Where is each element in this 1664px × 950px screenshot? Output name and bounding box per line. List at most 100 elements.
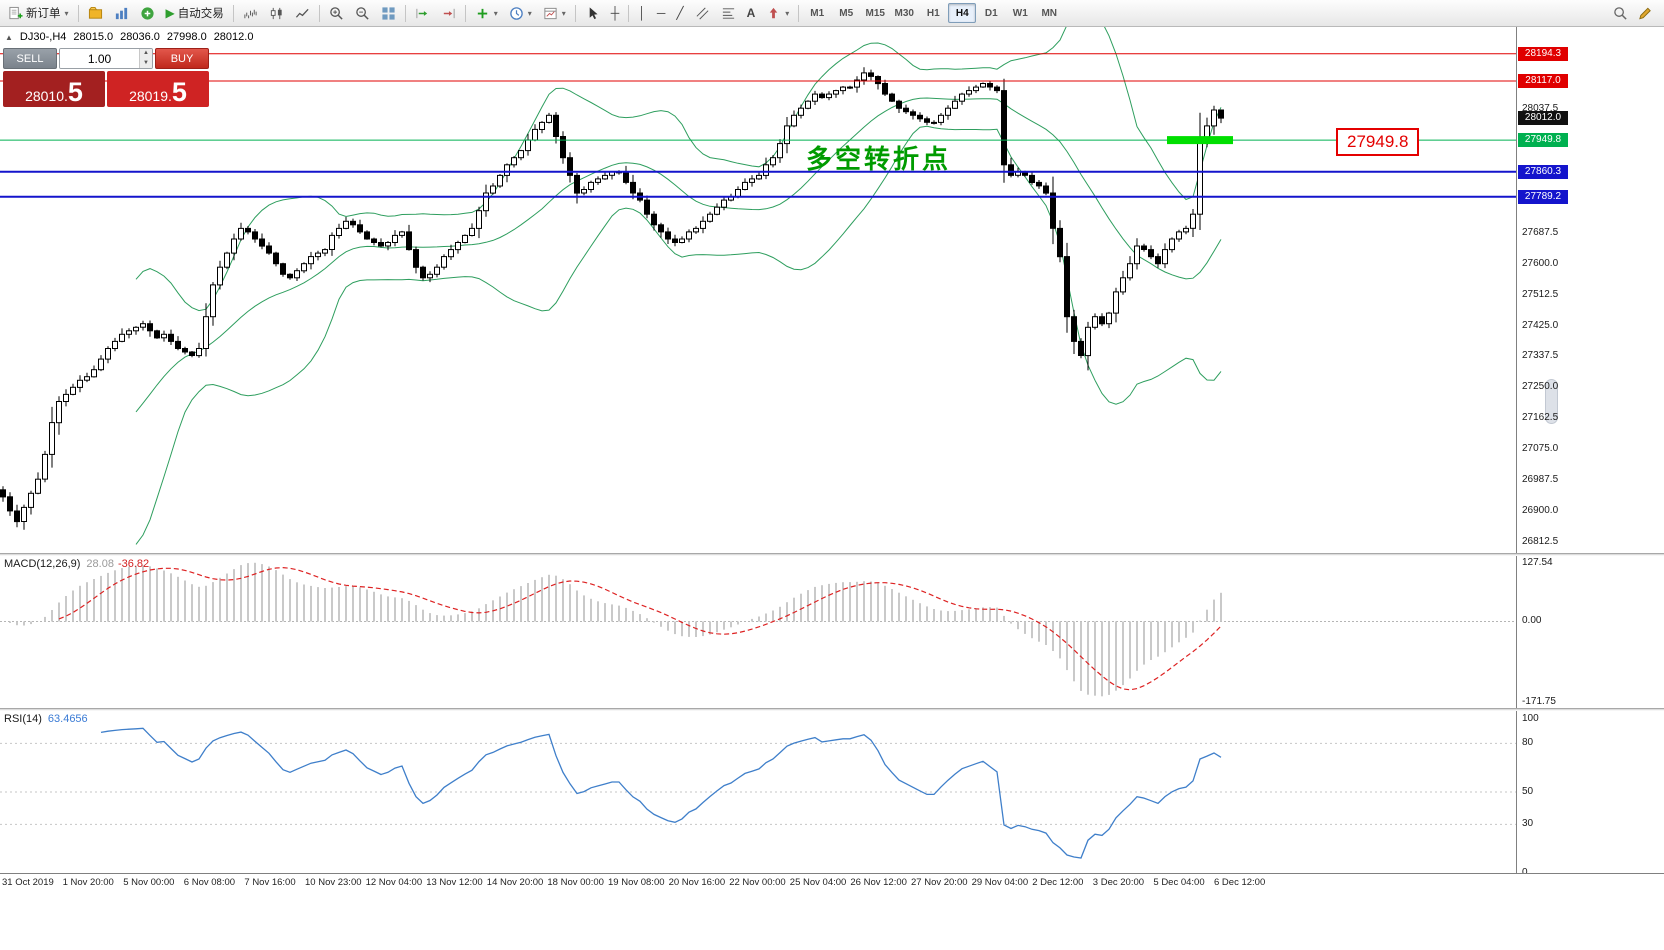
rsi-name: RSI(14) (4, 713, 42, 725)
macd-panel-row: MACD(12,26,9) 28.08 -36.82 127.54 0.00 -171.… (0, 556, 1664, 708)
periods-button[interactable]: ▾ (504, 2, 537, 25)
macd-axis-label: -171.75 (1522, 695, 1556, 707)
macd-main-value: 28.08 (86, 558, 114, 570)
chart-line-button[interactable] (290, 2, 315, 25)
time-axis-label: 20 Nov 16:00 (668, 877, 726, 888)
buy-price-display[interactable]: 28019. 5 (107, 71, 209, 107)
macd-canvas (0, 562, 1516, 697)
text-tool-button[interactable]: A (742, 2, 761, 25)
toolbar-separator (628, 4, 630, 22)
horizontal-line-tool-button[interactable]: ─ (652, 2, 671, 25)
search-icon[interactable] (1613, 6, 1628, 21)
price-chart-panel[interactable]: ▲ DJ30-,H4 28015.0 28036.0 27998.0 28012… (0, 27, 1516, 553)
time-axis-label: 14 Nov 20:00 (486, 877, 544, 888)
rsi-axis-label: 30 (1522, 818, 1534, 830)
chart-candles-button[interactable] (264, 2, 289, 25)
pencil-icon[interactable] (1638, 6, 1653, 21)
time-axis-label: 6 Dec 12:00 (1214, 877, 1266, 888)
timeframe-button-H1[interactable]: H1 (919, 3, 947, 23)
zoom-out-button[interactable] (350, 2, 375, 25)
tile-windows-button[interactable] (376, 2, 401, 25)
price-chart-row: ▲ DJ30-,H4 28015.0 28036.0 27998.0 28012… (0, 27, 1664, 553)
fibonacci-tool-button[interactable] (716, 2, 741, 25)
sell-button[interactable]: SELL (3, 48, 57, 69)
timeframe-button-MN[interactable]: MN (1035, 3, 1063, 23)
rsi-axis-label: 100 (1522, 713, 1539, 724)
time-axis[interactable]: 31 Oct 2019 1 Nov 20:00 5 Nov 00:00 6 Nov 0… (0, 873, 1664, 891)
timeframe-button-D1[interactable]: D1 (977, 3, 1005, 23)
rsi-panel-row: RSI(14) 63.4656 100 80 50 30 0 (0, 711, 1664, 878)
timeframe-button-M5[interactable]: M5 (832, 3, 860, 23)
vertical-line-tool-button[interactable]: │ (633, 2, 651, 25)
volume-box: ▲ ▼ (59, 48, 153, 69)
rsi-panel[interactable]: RSI(14) 63.4656 (0, 711, 1516, 873)
crosshair-tool-button[interactable]: ┼ (606, 2, 625, 25)
rsi-value: 63.4656 (47, 713, 88, 725)
macd-axis[interactable]: 127.54 0.00 -171.75 (1516, 556, 1664, 708)
dropdown-arrow-icon: ▾ (785, 8, 790, 18)
horizontal-line-icon: ─ (656, 6, 666, 20)
toolbar-separator (464, 4, 466, 22)
scrollbar-thumb[interactable] (1545, 379, 1558, 424)
macd-name: MACD(12,26,9) (4, 558, 81, 570)
symbol-info-overlay: ▲ DJ30-,H4 28015.0 28036.0 27998.0 28012… (5, 31, 253, 43)
auto-scroll-button[interactable] (410, 2, 435, 25)
panel-separator[interactable] (0, 708, 1664, 711)
rsi-axis-label: 0 (1522, 866, 1528, 879)
volume-decrease-button[interactable]: ▼ (140, 58, 152, 68)
rsi-line (100, 727, 1222, 859)
dropdown-arrow-icon: ▾ (561, 8, 566, 18)
text-tool-icon: A (746, 6, 756, 20)
channel-tool-button[interactable] (690, 2, 715, 25)
cursor-tool-button[interactable] (580, 2, 605, 25)
macd-label: MACD(12,26,9) 28.08 -36.82 (4, 558, 149, 570)
timeframe-button-M15[interactable]: M15 (861, 3, 889, 23)
volume-spinner: ▲ ▼ (139, 49, 152, 68)
indicators-button[interactable]: ▾ (470, 2, 503, 25)
price-chart-canvas[interactable] (0, 27, 1516, 553)
timeframe-button-W1[interactable]: W1 (1006, 3, 1034, 23)
collapse-panel-icon[interactable]: ▲ (5, 32, 13, 42)
main-toolbar: 新订单 ▾ ▶ 自动交易 (0, 0, 1664, 27)
templates-button[interactable]: ▾ (538, 2, 571, 25)
volume-input[interactable] (60, 49, 139, 68)
volume-increase-button[interactable]: ▲ (140, 49, 152, 59)
sell-price-big: 5 (67, 77, 83, 108)
zoom-in-button[interactable] (324, 2, 349, 25)
market-watch-icon (115, 7, 127, 19)
toolbar-separator (77, 4, 79, 22)
price-axis-tick: 27162.5 (1522, 412, 1559, 424)
rsi-axis-label: 80 (1522, 737, 1534, 749)
new-order-icon (9, 6, 23, 19)
macd-axis-label: 0.00 (1522, 615, 1542, 627)
arrow-marker-icon (769, 7, 778, 18)
status-area (0, 891, 1664, 950)
chart-bars-button[interactable] (238, 2, 263, 25)
arrows-tool-button[interactable]: ▾ (761, 2, 794, 25)
timeframe-button-M1[interactable]: M1 (803, 3, 831, 23)
new-order-button[interactable]: 新订单 ▾ (3, 2, 74, 25)
price-axis-tick: 27425.0 (1522, 319, 1559, 331)
panel-separator[interactable] (0, 553, 1664, 556)
toolbar-separator (232, 4, 234, 22)
sell-price-display[interactable]: 28010. 5 (3, 71, 105, 107)
price-axis-tick: 28037.5 (1522, 103, 1559, 115)
timeframe-button-H4[interactable]: H4 (948, 3, 977, 23)
auto-trading-button[interactable]: ▶ 自动交易 (161, 2, 229, 25)
auto-trading-label: 自动交易 (177, 8, 224, 20)
trendline-tool-button[interactable]: ╱ (671, 2, 688, 25)
market-watch-button[interactable] (109, 2, 134, 25)
bollinger-bands (135, 27, 1222, 545)
chart-shift-button[interactable] (436, 2, 461, 25)
profiles-button[interactable] (83, 2, 108, 25)
price-axis[interactable]: 28037.527775.027687.527600.027512.527425… (1516, 27, 1664, 553)
rsi-axis[interactable]: 100 80 50 30 0 (1516, 711, 1664, 878)
time-axis-label: 10 Nov 23:00 (305, 877, 362, 888)
timeframe-button-M30[interactable]: M30 (890, 3, 918, 23)
macd-panel[interactable]: MACD(12,26,9) 28.08 -36.82 (0, 556, 1516, 708)
auto-scroll-icon (416, 8, 427, 18)
navigator-button[interactable] (135, 2, 160, 25)
chart-shift-icon (443, 8, 455, 18)
buy-button[interactable]: BUY (155, 48, 209, 69)
bar-high-value: 28036.0 (120, 31, 160, 43)
